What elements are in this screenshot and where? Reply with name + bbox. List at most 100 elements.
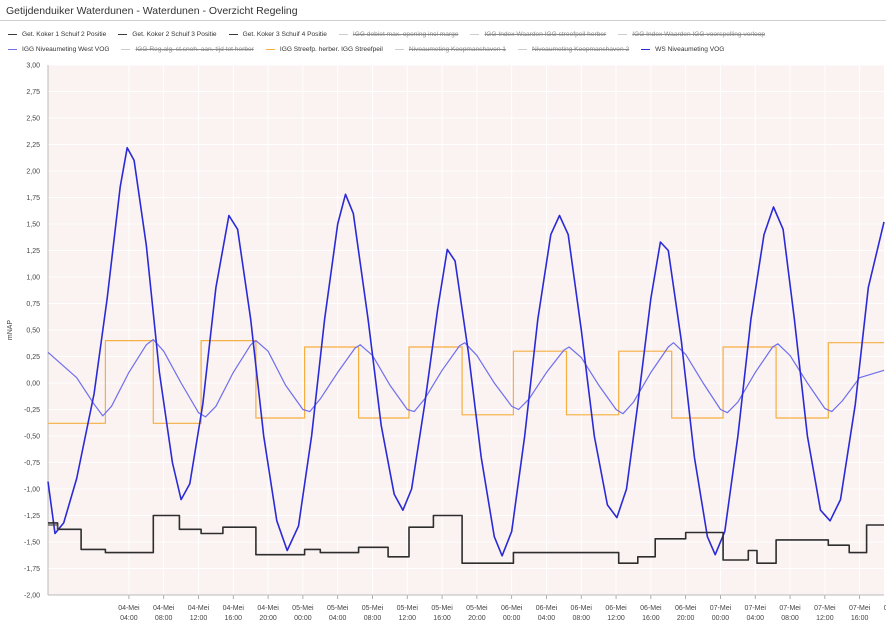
y-tick-label: 2,25 — [26, 142, 40, 149]
legend-item[interactable]: IGG Index Waarden IGG voorspelling verlo… — [618, 31, 765, 38]
series-line-get-koker-2-schuif-3-positie — [48, 524, 59, 531]
legend-item[interactable]: Niveaumeting Koopmanshaven 2 — [517, 46, 630, 53]
y-tick-label: 2,50 — [26, 116, 40, 123]
x-tick-label: 20:00 — [677, 615, 695, 622]
legend-swatch — [118, 33, 128, 36]
y-tick-label: -1,00 — [24, 487, 40, 494]
legend-item[interactable]: Get. Koker 1 Schuif 2 Positie — [8, 31, 106, 38]
x-tick-label: 04-Mei — [223, 605, 245, 612]
x-tick-label: 04-Mei — [153, 605, 175, 612]
x-tick-label: 12:00 — [816, 615, 834, 622]
legend-swatch — [121, 48, 131, 51]
legend-label: Get. Koker 2 Schuif 3 Positie — [132, 31, 217, 38]
legend-label: Get. Koker 3 Schuif 4 Positie — [242, 31, 327, 38]
x-tick-label: 20:00 — [468, 615, 486, 622]
legend-item[interactable]: Niveaumeting Koopmanshaven 1 — [394, 46, 506, 53]
legend-item[interactable]: IGG Niveaumeting West VOG — [8, 46, 109, 53]
y-tick-label: 1,00 — [26, 275, 40, 282]
legend-swatch — [517, 48, 527, 51]
legend-item[interactable]: IGG Streefp. herber. IGG Streefpeil — [265, 46, 383, 53]
x-tick-label: 06-Mei — [501, 605, 523, 612]
legend-label: WS Niveaumeting VOG — [655, 46, 725, 53]
x-tick-label: 16:00 — [851, 615, 869, 622]
y-axis-title: mNAP — [7, 320, 14, 341]
y-tick-label: 1,75 — [26, 195, 40, 202]
legend-item[interactable]: IGG debiet max. opening incl marge — [338, 31, 459, 38]
y-tick-label: -1,50 — [24, 540, 40, 547]
window-title: Getijdenduiker Waterdunen - Waterdunen -… — [6, 5, 298, 17]
y-tick-label: -1,75 — [24, 566, 40, 573]
legend-item[interactable]: Get. Koker 3 Schuif 4 Positie — [228, 31, 327, 38]
x-tick-label: 07-Mei — [710, 605, 732, 612]
x-tick-label: 08:00 — [364, 615, 382, 622]
legend-item[interactable]: IGG Reg.alg. st.sneh. aan. tijd tot herb… — [121, 46, 254, 53]
x-tick-label: 04:00 — [120, 615, 138, 622]
y-tick-label: 0,00 — [26, 381, 40, 388]
x-tick-label: 16:00 — [642, 615, 660, 622]
x-tick-label: 05-Mei — [466, 605, 488, 612]
legend-label: IGG Niveaumeting West VOG — [22, 46, 110, 53]
x-tick-label: 04:00 — [538, 615, 556, 622]
y-tick-label: -0,75 — [24, 460, 40, 467]
x-tick-label: 00:00 — [712, 615, 730, 622]
x-tick-label: 07-Mei — [814, 605, 836, 612]
legend-label: Niveaumeting Koopmanshaven 2 — [531, 46, 630, 53]
series-line-ws-niveaumeting-vog — [47, 146, 885, 557]
title-divider — [0, 20, 886, 21]
legend-label: IGG debiet max. opening incl marge — [352, 31, 459, 38]
legend-label: IGG Streefp. herber. IGG Streefpeil — [279, 46, 383, 53]
legend-label: IGG Index Waarden IGG voorspelling verlo… — [632, 31, 766, 38]
x-tick-label: 04-Mei — [188, 605, 210, 612]
x-tick-label: 08:00 — [572, 615, 590, 622]
x-tick-label: 06-Mei — [640, 605, 662, 612]
series-line-igg-streefp-herber-igg-streefpeil — [48, 340, 884, 424]
x-tick-label: 12:00 — [607, 615, 625, 622]
x-tick-label: 12:00 — [399, 615, 417, 622]
x-tick-label: 04-Mei — [257, 605, 279, 612]
y-tick-label: 3,00 — [26, 63, 40, 70]
y-tick-label: 1,25 — [26, 248, 40, 255]
legend-swatch — [618, 33, 628, 36]
x-tick-label: 04:00 — [329, 615, 347, 622]
x-tick-label: 00:00 — [294, 615, 312, 622]
legend-row: Get. Koker 1 Schuif 2 Positie Get. Koker … — [8, 28, 884, 41]
chart-legend: Get. Koker 1 Schuif 2 Positie Get. Koker … — [8, 28, 884, 58]
x-tick-label: 16:00 — [433, 615, 451, 622]
legend-item[interactable]: WS Niveaumeting VOG — [641, 46, 724, 53]
y-tick-label: 0,75 — [26, 301, 40, 308]
x-tick-label: 06-Mei — [675, 605, 697, 612]
x-tick-label: 05-Mei — [397, 605, 419, 612]
x-tick-label: 05-Mei — [292, 605, 314, 612]
x-tick-label: 07-Mei — [849, 605, 871, 612]
y-tick-label: -0,50 — [24, 434, 40, 441]
legend-swatch — [8, 33, 17, 36]
legend-label: Get. Koker 1 Schuif 2 Positie — [22, 31, 107, 38]
x-tick-label: 05-Mei — [431, 605, 453, 612]
legend-label: Niveaumeting Koopmanshaven 1 — [408, 46, 506, 53]
x-tick-label: 16:00 — [225, 615, 243, 622]
x-tick-label: 06-Mei — [605, 605, 627, 612]
legend-swatch — [8, 48, 17, 51]
legend-item[interactable]: IGG Index Waarden IGG streefpeil herber — [470, 31, 606, 38]
x-tick-label: 05-Mei — [327, 605, 349, 612]
y-tick-label: -2,00 — [24, 593, 40, 600]
legend-swatch — [470, 33, 480, 36]
legend-item[interactable]: Get. Koker 2 Schuif 3 Positie — [118, 31, 217, 38]
x-tick-label: 08:00 — [781, 615, 799, 622]
legend-label: IGG Reg.alg. st.sneh. aan. tijd tot herb… — [135, 46, 254, 53]
y-tick-label: 1,50 — [26, 222, 40, 229]
x-tick-label: 12:00 — [190, 615, 208, 622]
x-tick-label: 00:00 — [503, 615, 521, 622]
x-tick-label: 06-Mei — [536, 605, 558, 612]
x-tick-label: 06-Mei — [571, 605, 593, 612]
legend-swatch — [228, 33, 238, 36]
y-tick-label: 0,25 — [26, 354, 40, 361]
legend-label: IGG Index Waarden IGG streefpeil herber — [484, 31, 607, 38]
x-tick-label: 04:00 — [746, 615, 764, 622]
y-tick-label: 2,75 — [26, 89, 40, 96]
x-tick-label: 08:00 — [155, 615, 173, 622]
series-line-get-koker-1-schuif-2-positie — [48, 514, 884, 564]
x-tick-label: 20:00 — [259, 615, 277, 622]
legend-swatch — [641, 48, 651, 51]
